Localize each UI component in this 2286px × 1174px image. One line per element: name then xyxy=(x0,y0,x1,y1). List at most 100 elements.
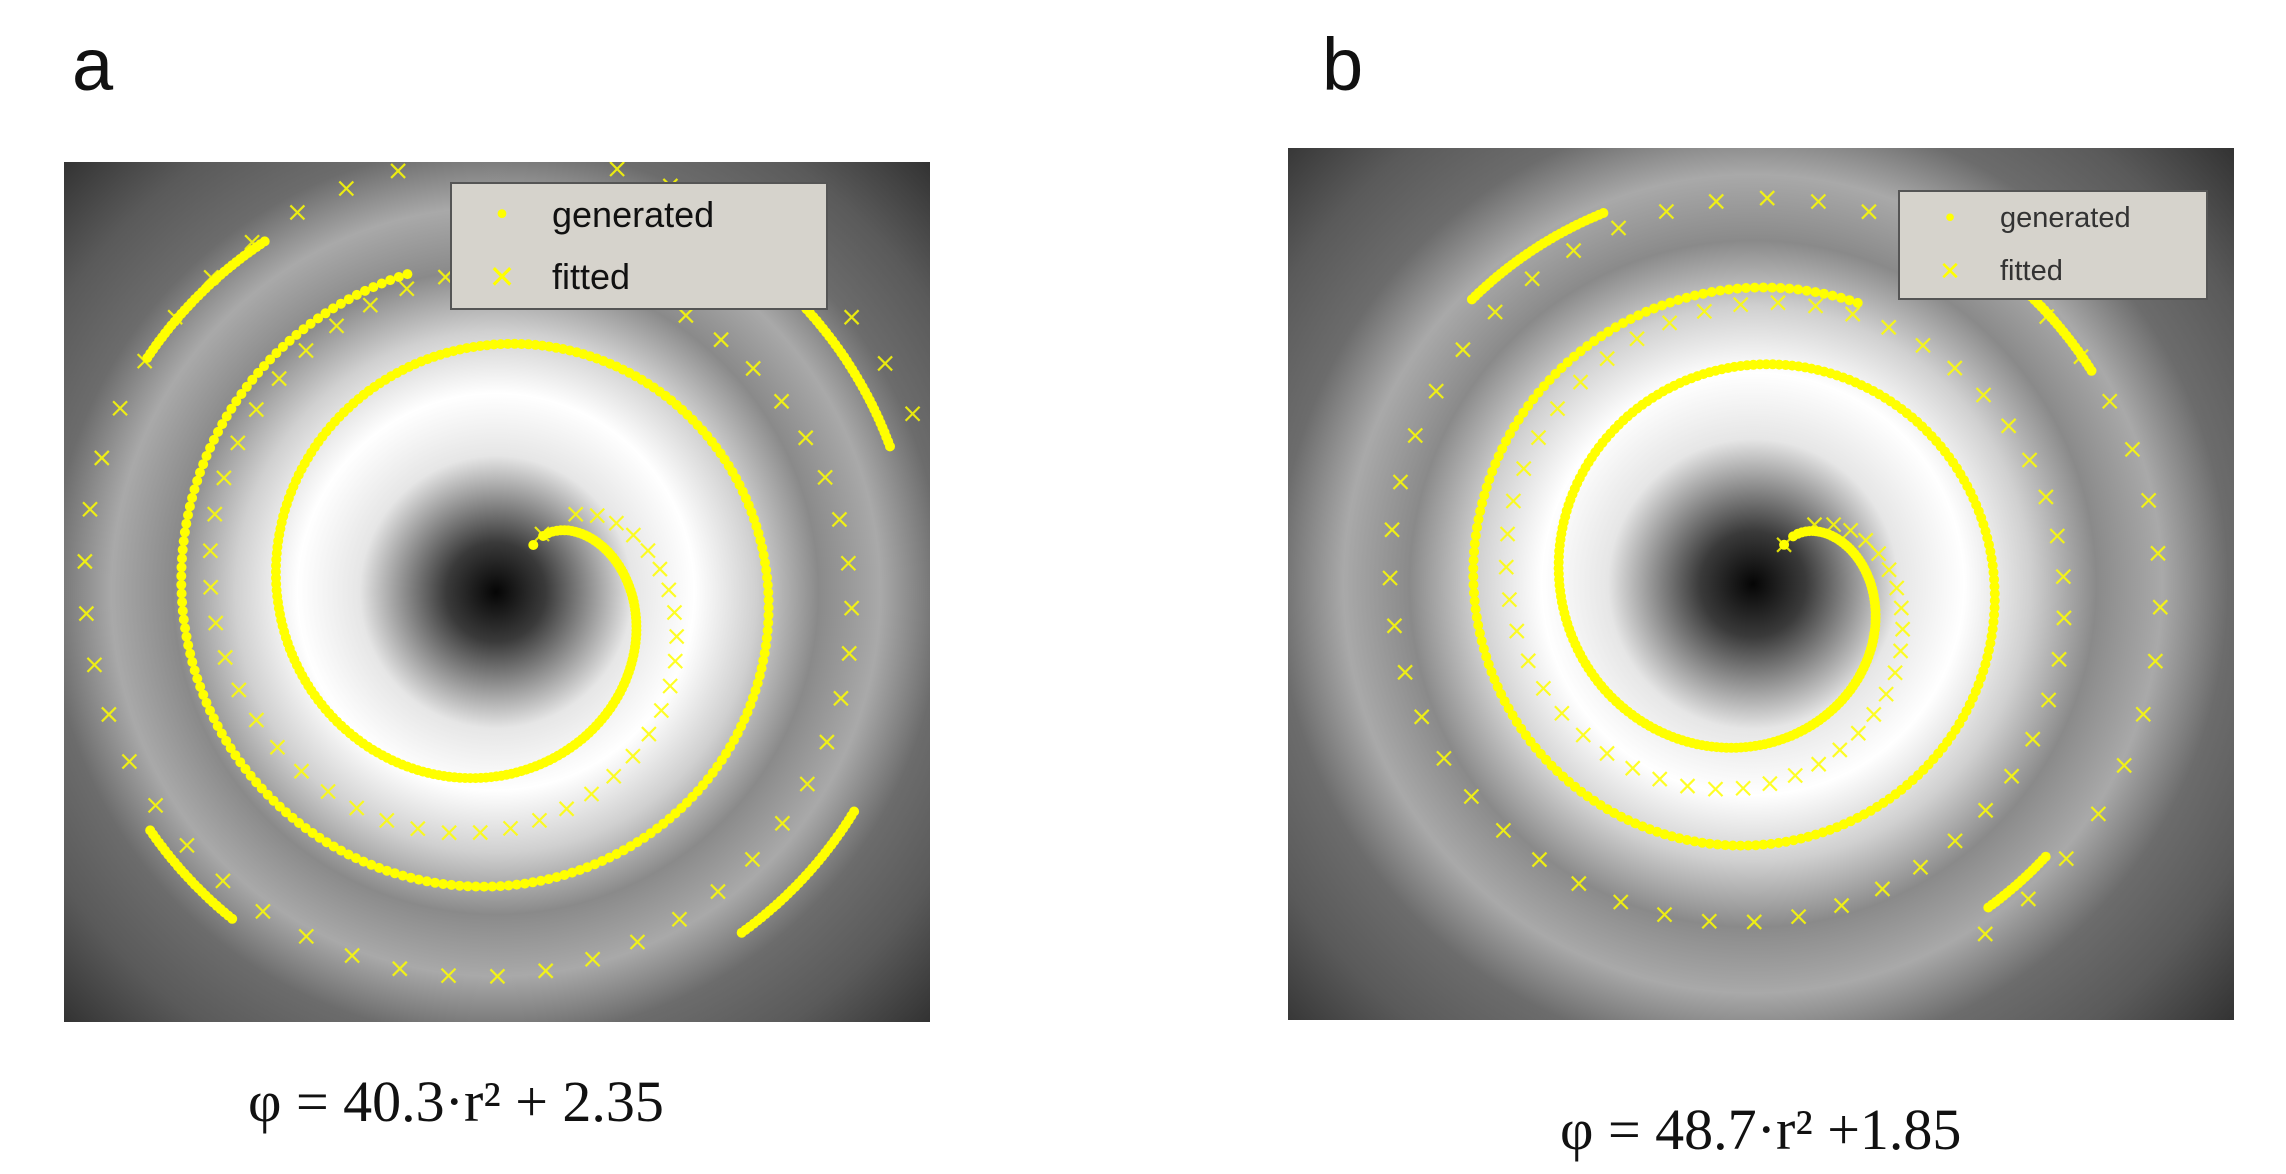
generated-point xyxy=(1697,837,1708,848)
generated-point xyxy=(470,881,481,892)
generated-point xyxy=(1758,839,1769,850)
generated-point xyxy=(758,655,769,666)
generated-point xyxy=(761,565,772,575)
fitted-point xyxy=(904,405,921,422)
generated-point xyxy=(1474,628,1485,639)
generated-point xyxy=(1706,287,1717,297)
fitted-point xyxy=(1708,193,1724,210)
generated-point xyxy=(351,289,362,300)
fitted-point xyxy=(298,928,315,945)
fitted-point xyxy=(2058,850,2075,867)
fitted-point xyxy=(94,450,110,466)
generated-point xyxy=(366,859,377,870)
generated-arc-point xyxy=(1598,208,1609,218)
generated-point xyxy=(402,269,413,280)
fitted-point xyxy=(1861,203,1877,220)
fitted-point xyxy=(2056,610,2072,626)
generated-point xyxy=(226,403,237,414)
fitted-point xyxy=(843,309,860,325)
generated-point xyxy=(413,874,424,885)
generated-point xyxy=(201,697,212,708)
generated-point xyxy=(1715,285,1726,296)
generated-point xyxy=(213,426,223,437)
fitted-point xyxy=(2135,706,2152,722)
fitted-point xyxy=(255,903,271,920)
fitted-point xyxy=(667,653,684,669)
generated-point xyxy=(1801,285,1812,296)
generated-point xyxy=(236,389,247,399)
generated-point xyxy=(1989,574,2000,585)
fitted-point xyxy=(1790,908,1807,925)
fitted-point xyxy=(1696,303,1713,320)
generated-point xyxy=(762,572,773,583)
fitted-point xyxy=(2003,768,2020,784)
generated-point xyxy=(217,419,228,430)
fitted-point xyxy=(1833,897,1850,914)
generated-point xyxy=(567,867,578,878)
fitted-point xyxy=(1857,532,1874,549)
fitted-point xyxy=(1746,914,1763,930)
fitted-point xyxy=(1915,337,1931,354)
generated-arc-point xyxy=(736,927,747,938)
fitted-point xyxy=(1629,330,1645,347)
fitted-point xyxy=(1807,298,1824,314)
fitted-point xyxy=(2051,651,2067,668)
fitted-point xyxy=(2147,653,2164,669)
fitted-point xyxy=(1382,570,1398,586)
generated-point xyxy=(1735,840,1746,851)
fitted-point xyxy=(710,883,726,900)
generated-point xyxy=(1501,436,1511,447)
generated-point xyxy=(1472,522,1482,533)
fitted-point xyxy=(1499,526,1516,542)
generated-point xyxy=(181,518,192,529)
fitted-point xyxy=(671,911,688,928)
generated-point xyxy=(205,442,216,453)
fitted-point xyxy=(1509,623,1525,639)
generated-point xyxy=(1490,458,1501,469)
fitted-point xyxy=(589,507,606,524)
fitted-point xyxy=(502,820,519,837)
generated-point xyxy=(176,588,187,599)
generated-point xyxy=(1682,835,1692,845)
generated-point xyxy=(1852,297,1863,308)
generated-point xyxy=(1793,284,1804,295)
generated-point xyxy=(1468,579,1479,590)
fitted-point xyxy=(1977,926,1993,942)
fitted-point xyxy=(392,960,408,977)
generated-point xyxy=(389,868,400,879)
fitted-point xyxy=(668,628,685,645)
generated-point xyxy=(1468,555,1479,566)
fitted-point xyxy=(1770,294,1786,311)
generated-point xyxy=(479,881,490,892)
generated-point xyxy=(763,617,774,628)
generated-arc-point xyxy=(885,441,895,452)
fitted-point xyxy=(399,280,415,297)
fitted-point xyxy=(1874,881,1891,897)
fitted-point xyxy=(1530,429,1547,446)
generated-point xyxy=(1784,283,1795,294)
legend-a-generated-marker: • xyxy=(493,197,511,233)
fitted-point xyxy=(608,515,625,531)
fitted-point xyxy=(271,370,287,387)
fitted-point xyxy=(1975,387,1992,403)
generated-point xyxy=(760,557,770,568)
fitted-point xyxy=(534,526,550,542)
fitted-point xyxy=(77,553,93,570)
fitted-point xyxy=(799,776,816,792)
generated-point xyxy=(212,721,223,731)
generated-point xyxy=(1625,314,1636,325)
generated-point xyxy=(177,605,188,616)
generated-point xyxy=(1723,284,1734,295)
fitted-point xyxy=(320,783,336,800)
fitted-point xyxy=(216,470,232,486)
fitted-point xyxy=(640,542,656,559)
generated-point xyxy=(177,553,187,564)
fitted-point xyxy=(78,605,95,622)
generated-point xyxy=(230,750,241,761)
generated-point xyxy=(1633,310,1644,321)
fitted-point xyxy=(231,682,247,698)
generated-arc-point xyxy=(1983,902,1994,913)
generated-point xyxy=(446,879,457,890)
fitted-point xyxy=(1878,686,1894,702)
generated-point xyxy=(405,872,416,883)
